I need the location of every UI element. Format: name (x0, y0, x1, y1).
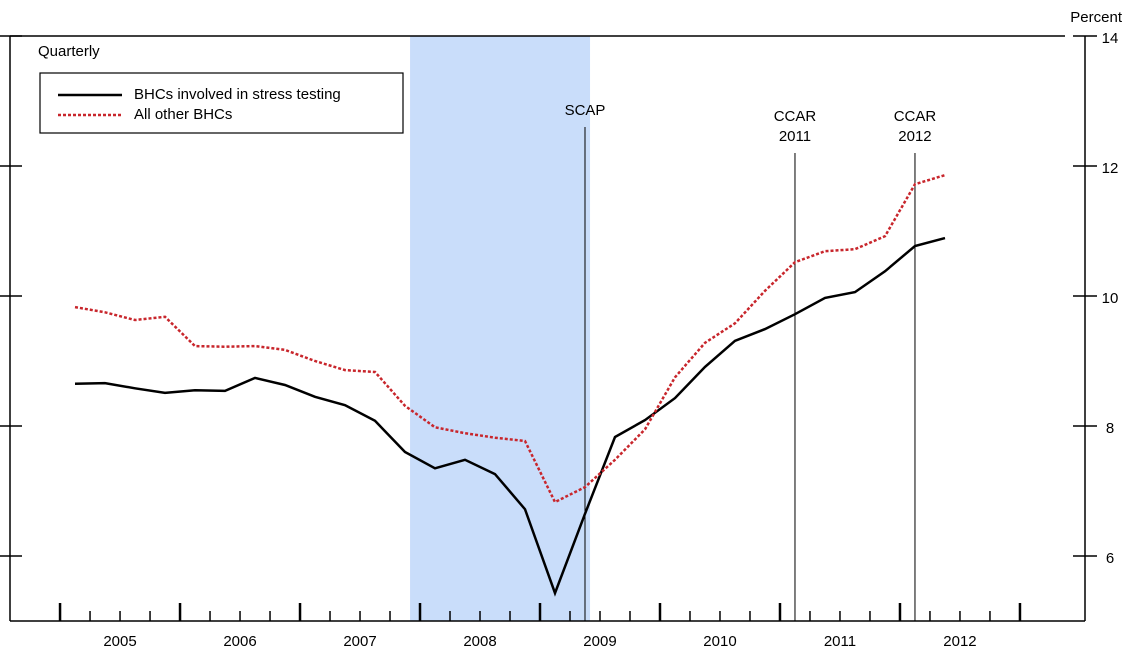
x-tick-label: 2005 (103, 633, 136, 650)
legend: BHCs involved in stress testing All other… (39, 72, 404, 134)
x-tick-label: 2006 (223, 633, 256, 650)
series-line (74, 173, 946, 504)
legend-box (39, 72, 404, 134)
y-axis-label: Percent (1070, 9, 1123, 26)
series-line (74, 236, 946, 597)
y-tick-label: 14 (1102, 30, 1119, 47)
legend-label: BHCs involved in stress testing (134, 86, 341, 103)
event-label: CCAR (774, 108, 817, 125)
shaded-region (410, 36, 591, 621)
y-tick-label: 8 (1106, 420, 1114, 437)
x-tick-label: 2008 (463, 633, 496, 650)
y-tick-label: 6 (1106, 550, 1114, 567)
x-tick-label: 2010 (703, 633, 736, 650)
event-label: 2012 (898, 128, 931, 145)
x-tick-label: 2009 (583, 633, 616, 650)
event-label: CCAR (894, 108, 937, 125)
x-tick-label: 2007 (343, 633, 376, 650)
x-tick-label: 2011 (824, 633, 856, 650)
legend-label: All other BHCs (134, 106, 232, 123)
x-tick-label: 2012 (943, 633, 976, 650)
event-label: 2011 (779, 128, 811, 145)
frequency-note: Quarterly (38, 43, 100, 60)
y-tick-label: 10 (1102, 290, 1119, 307)
y-tick-label: 12 (1102, 160, 1119, 177)
event-label: SCAP (565, 102, 606, 119)
